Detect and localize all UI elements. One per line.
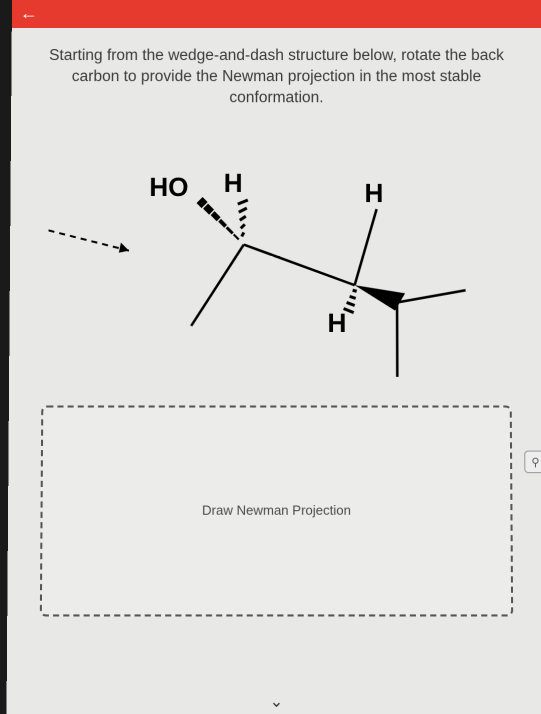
zoom-icon[interactable]: ⚲ — [524, 451, 541, 474]
chevron-down-icon[interactable]: ⌄ — [270, 691, 284, 712]
question-prompt: Starting from the wedge-and-dash structu… — [33, 46, 520, 109]
newman-drop-zone[interactable]: Draw Newman Projection — [40, 405, 513, 616]
header-bar: ← — [12, 0, 541, 28]
content-area: Starting from the wedge-and-dash structu… — [7, 28, 541, 616]
bond-c-c — [244, 244, 355, 285]
bond-front-methyl — [191, 244, 244, 325]
drop-zone-label: Draw Newman Projection — [202, 503, 351, 518]
wedge-ho — [199, 200, 238, 239]
molecule-svg — [31, 133, 537, 397]
wedge-dash-structure: HO H H H — [31, 133, 522, 397]
page: ← Starting from the wedge-and-dash struc… — [7, 0, 541, 714]
dash-wedge-h-back — [344, 290, 357, 312]
bond-ipr-1 — [397, 290, 466, 302]
back-arrow-icon[interactable]: ← — [20, 4, 38, 22]
dash-wedge-h-front — [238, 200, 248, 236]
bond-back-h-up — [354, 209, 376, 285]
